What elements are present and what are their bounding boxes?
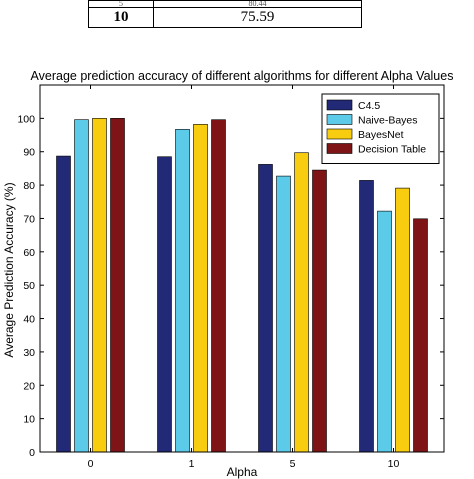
bar-decision-table-10 [413, 218, 428, 453]
x-tick-label: 5 [290, 458, 296, 470]
results-table-fragment: 5 80.44 10 75.59 [88, 0, 362, 28]
legend-swatch-decision-table [326, 143, 353, 154]
x-tick-label: 10 [388, 458, 400, 470]
bar-c4-5-0 [56, 155, 71, 453]
y-tick-label: 10 [23, 414, 35, 426]
legend: C4.5 Naive-Bayes BayesNet Decision Table [321, 93, 440, 164]
y-tick-label: 40 [23, 314, 35, 326]
y-axis-label: Average Prediction Accuracy (%) [2, 182, 16, 357]
bar-bayesnet-0 [92, 118, 107, 453]
bar-naive-bayes-10 [377, 210, 392, 453]
bar-decision-table-5 [312, 169, 327, 453]
y-tick-label: 50 [23, 280, 35, 292]
x-axis-label: Alpha [227, 465, 258, 479]
chart-title: Average prediction accuracy of different… [31, 69, 454, 83]
bar-c4-5-10 [359, 180, 374, 453]
table-cell-value: 75.59 [153, 7, 362, 28]
bar-bayesnet-5 [294, 152, 309, 453]
y-tick-label: 100 [17, 113, 35, 125]
legend-swatch-naive-bayes [326, 114, 353, 125]
table-row: 10 75.59 [88, 7, 362, 28]
legend-label: Decision Table [358, 144, 426, 156]
bar-bayesnet-10 [395, 187, 410, 453]
bar-bayesnet-1 [193, 124, 208, 453]
y-tick-label: 30 [23, 347, 35, 359]
y-tick-label: 70 [23, 213, 35, 225]
bar-decision-table-1 [211, 119, 226, 453]
bar-naive-bayes-5 [276, 175, 291, 453]
bar-naive-bayes-0 [74, 119, 89, 453]
plot-frame [39, 84, 445, 453]
legend-swatch-bayesnet [326, 128, 353, 140]
legend-label: Naive-Bayes [358, 115, 418, 127]
y-tick-label: 90 [23, 147, 35, 159]
bars-group [56, 118, 428, 453]
x-tick-label: 1 [189, 458, 195, 470]
legend-swatch-c4-5 [326, 99, 353, 111]
bar-c4-5-1 [157, 156, 172, 453]
bar-c4-5-5 [258, 164, 273, 453]
bar-decision-table-0 [110, 118, 125, 453]
y-tick-label: 80 [23, 180, 35, 192]
bar-naive-bayes-1 [175, 129, 190, 453]
y-axis-ticks: 0 10 20 30 40 50 60 70 80 90 100 [17, 113, 444, 459]
y-tick-label: 60 [23, 247, 35, 259]
legend-label: C4.5 [358, 100, 380, 112]
x-tick-label: 0 [88, 458, 94, 470]
y-tick-label: 0 [29, 447, 35, 459]
legend-label: BayesNet [358, 129, 404, 141]
x-axis-ticks: 0 1 5 10 [88, 85, 400, 470]
y-tick-label: 20 [23, 380, 35, 392]
